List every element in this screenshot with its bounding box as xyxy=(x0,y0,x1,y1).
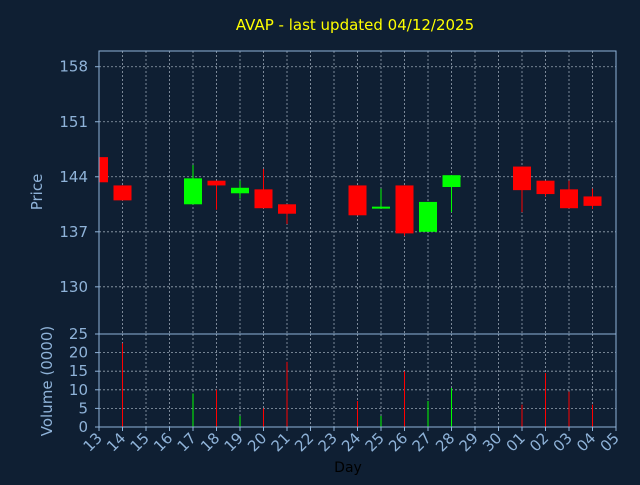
candle xyxy=(372,188,390,209)
candle xyxy=(278,204,296,224)
candle-body xyxy=(207,180,226,186)
x-tick-label: 18 xyxy=(197,429,223,455)
candle xyxy=(254,168,273,209)
x-tick-label: 03 xyxy=(550,429,576,455)
candle xyxy=(113,185,132,201)
x-axis: 1314151617181920212223242526272829300102… xyxy=(80,427,623,455)
candle xyxy=(536,180,555,197)
volume-tick-label: 0 xyxy=(78,418,88,436)
price-tick-label: 130 xyxy=(59,278,88,296)
volume-tick-label: 10 xyxy=(69,381,88,399)
x-tick-label: 27 xyxy=(409,429,435,455)
price-axis-label: Price xyxy=(28,174,46,211)
candle-body xyxy=(513,166,531,191)
candle xyxy=(207,180,226,210)
price-tick-label: 151 xyxy=(59,113,88,131)
candle-body xyxy=(442,175,461,187)
x-tick-label: 30 xyxy=(479,429,505,455)
x-tick-label: 22 xyxy=(291,429,317,455)
candle-body xyxy=(395,185,414,234)
x-tick-label: 29 xyxy=(456,429,482,455)
x-tick-label: 05 xyxy=(597,429,623,455)
x-tick-label: 17 xyxy=(174,429,200,455)
candle-body xyxy=(113,185,132,201)
candle-body xyxy=(99,157,108,183)
price-candles xyxy=(98,157,602,236)
candle xyxy=(442,175,461,213)
x-axis-label: Day xyxy=(334,460,362,476)
volume-tick-label: 20 xyxy=(69,344,88,362)
candle-body xyxy=(254,189,273,209)
volume-axis-label: Volume (0000) xyxy=(38,326,56,436)
candle-body xyxy=(348,185,367,216)
candle xyxy=(348,185,367,216)
candle-body xyxy=(560,189,578,209)
price-y-axis: 130 137 144 151 158 xyxy=(59,58,99,296)
price-tick-label: 144 xyxy=(59,168,88,186)
candle-body xyxy=(231,187,249,194)
candle-body xyxy=(536,180,555,195)
candle xyxy=(419,201,437,232)
candle xyxy=(513,166,531,213)
x-tick-label: 26 xyxy=(385,429,411,455)
x-tick-label: 21 xyxy=(268,429,294,455)
x-tick-label: 01 xyxy=(503,429,529,455)
price-tick-label: 158 xyxy=(59,58,88,76)
x-tick-label: 28 xyxy=(432,429,458,455)
x-tick-label: 24 xyxy=(338,429,364,455)
candle-body xyxy=(419,201,437,232)
x-tick-label: 14 xyxy=(103,429,129,455)
candle xyxy=(184,164,202,205)
chart-title: AVAP - last updated 04/12/2025 xyxy=(236,16,474,34)
volume-tick-label: 25 xyxy=(69,325,88,343)
candle-body xyxy=(372,206,390,209)
candle xyxy=(98,157,108,183)
x-tick-label: 04 xyxy=(573,429,599,455)
volume-tick-label: 5 xyxy=(78,399,88,417)
candle-body xyxy=(278,204,296,214)
candle-body xyxy=(583,196,602,206)
x-tick-label: 20 xyxy=(244,429,270,455)
volume-tick-label: 15 xyxy=(69,362,88,380)
x-tick-label: 23 xyxy=(315,429,341,455)
x-tick-label: 15 xyxy=(127,429,153,455)
x-tick-label: 25 xyxy=(362,429,388,455)
candle-body xyxy=(184,178,202,205)
candle xyxy=(583,188,602,210)
volume-bars xyxy=(122,343,593,427)
x-tick-label: 19 xyxy=(221,429,247,455)
candle xyxy=(560,180,578,209)
price-tick-label: 137 xyxy=(59,223,88,241)
x-tick-label: 16 xyxy=(150,429,176,455)
candle xyxy=(231,180,249,199)
candle xyxy=(395,185,414,236)
x-tick-label: 02 xyxy=(526,429,552,455)
